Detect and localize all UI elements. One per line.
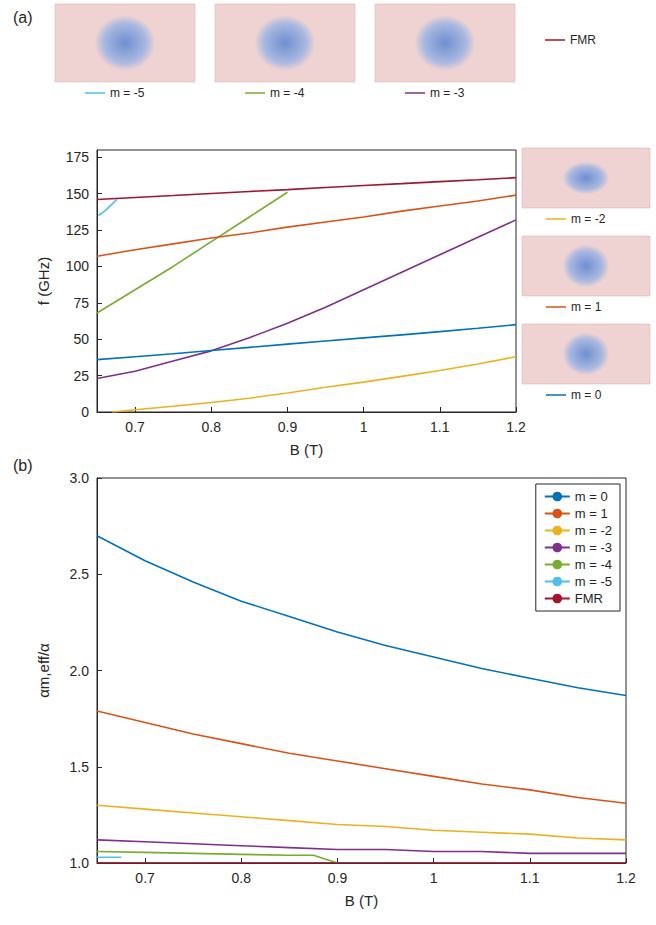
svg-text:50: 50: [73, 331, 89, 347]
svg-text:m = -4: m = -4: [270, 86, 305, 100]
svg-text:FMR: FMR: [570, 33, 596, 47]
svg-text:m = 1: m = 1: [571, 300, 602, 314]
svg-text:2.5: 2.5: [70, 566, 90, 582]
svg-text:m = -2: m = -2: [571, 212, 606, 226]
svg-text:f (GHz): f (GHz): [35, 257, 52, 305]
svg-text:25: 25: [73, 368, 89, 384]
svg-text:1: 1: [360, 419, 368, 435]
svg-text:B (T): B (T): [290, 441, 323, 458]
svg-text:0: 0: [81, 404, 89, 420]
svg-text:0.8: 0.8: [232, 870, 252, 886]
svg-text:175: 175: [66, 149, 90, 165]
svg-text:1.0: 1.0: [70, 855, 90, 871]
svg-text:0.9: 0.9: [278, 419, 298, 435]
svg-text:m = -3: m = -3: [575, 540, 612, 555]
svg-text:0.9: 0.9: [328, 870, 348, 886]
svg-text:100: 100: [66, 258, 90, 274]
svg-text:m = -5: m = -5: [110, 86, 145, 100]
svg-text:m = -4: m = -4: [575, 557, 612, 572]
svg-text:(b): (b): [13, 457, 33, 474]
svg-text:0.8: 0.8: [202, 419, 222, 435]
svg-text:FMR: FMR: [575, 591, 603, 606]
svg-text:2.0: 2.0: [70, 663, 90, 679]
svg-text:m = -3: m = -3: [430, 86, 465, 100]
svg-text:m = -5: m = -5: [575, 574, 612, 589]
svg-text:(a): (a): [13, 9, 33, 26]
svg-text:0.7: 0.7: [125, 419, 145, 435]
svg-text:αm,eff/α: αm,eff/α: [35, 643, 52, 698]
svg-text:3.0: 3.0: [70, 470, 90, 486]
svg-text:m = -2: m = -2: [575, 523, 612, 538]
svg-text:125: 125: [66, 222, 90, 238]
svg-text:1: 1: [430, 870, 438, 886]
svg-text:m = 0: m = 0: [571, 388, 602, 402]
svg-text:B (T): B (T): [345, 892, 378, 909]
svg-text:1.1: 1.1: [430, 419, 450, 435]
svg-text:m = 1: m = 1: [575, 506, 608, 521]
svg-text:1.2: 1.2: [506, 419, 526, 435]
svg-text:150: 150: [66, 186, 90, 202]
svg-text:m = 0: m = 0: [575, 489, 608, 504]
svg-text:1.1: 1.1: [520, 870, 540, 886]
svg-text:1.2: 1.2: [616, 870, 636, 886]
svg-text:0.7: 0.7: [135, 870, 155, 886]
svg-text:75: 75: [73, 295, 89, 311]
svg-text:1.5: 1.5: [70, 759, 90, 775]
